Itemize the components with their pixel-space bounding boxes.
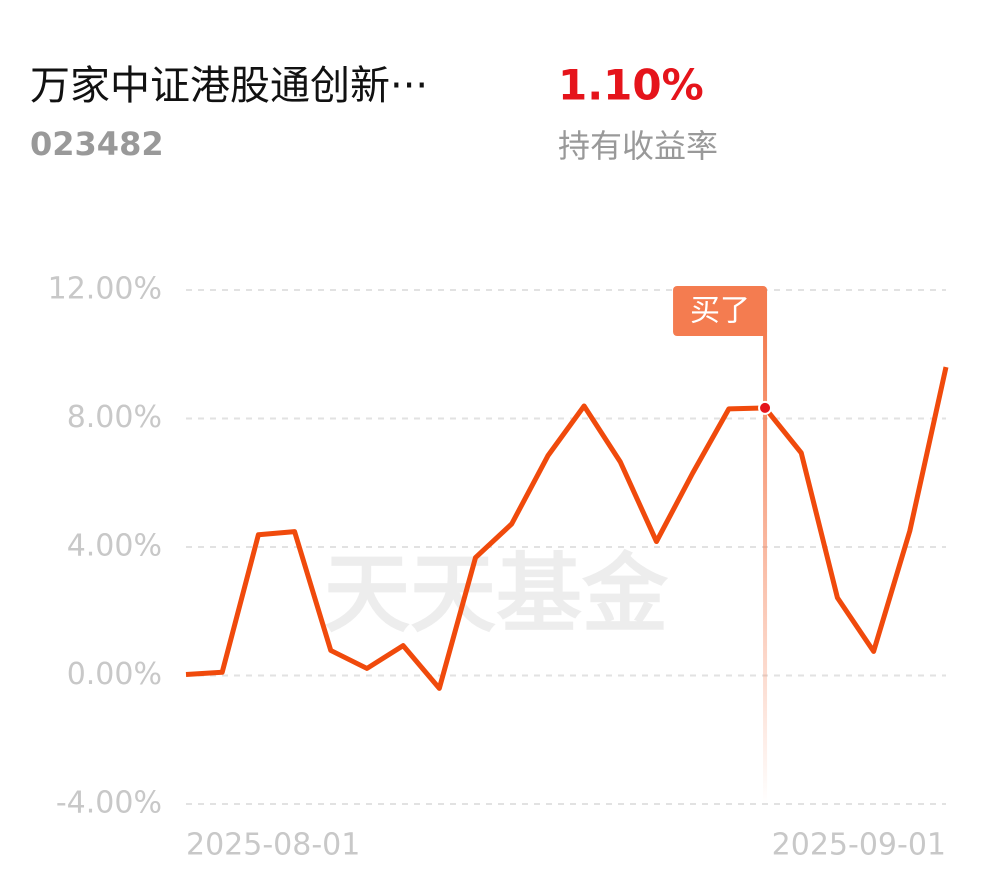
x-tick-label: 2025-09-01 [772, 828, 946, 863]
y-tick-label: 4.00% [67, 529, 162, 564]
x-tick-label: 2025-08-01 [186, 828, 360, 863]
buy-tag [673, 286, 768, 336]
y-tick-label: 0.00% [67, 657, 162, 692]
buy-guide [763, 330, 768, 804]
y-tick-label: 8.00% [67, 400, 162, 435]
y-tick-label: 12.00% [48, 272, 162, 307]
y-tick-label: -4.00% [56, 786, 162, 821]
return-label: 持有收益率 [558, 127, 718, 165]
watermark: 天天基金 [324, 544, 669, 644]
fund-name: 万家中证港股通创新··· [30, 63, 428, 109]
fund-code: 023482 [30, 125, 164, 163]
line-series [185, 366, 949, 691]
holding-return: 1.10% [558, 61, 704, 110]
buy-tag-label: 买了 [690, 294, 750, 329]
buy-point [758, 400, 773, 415]
